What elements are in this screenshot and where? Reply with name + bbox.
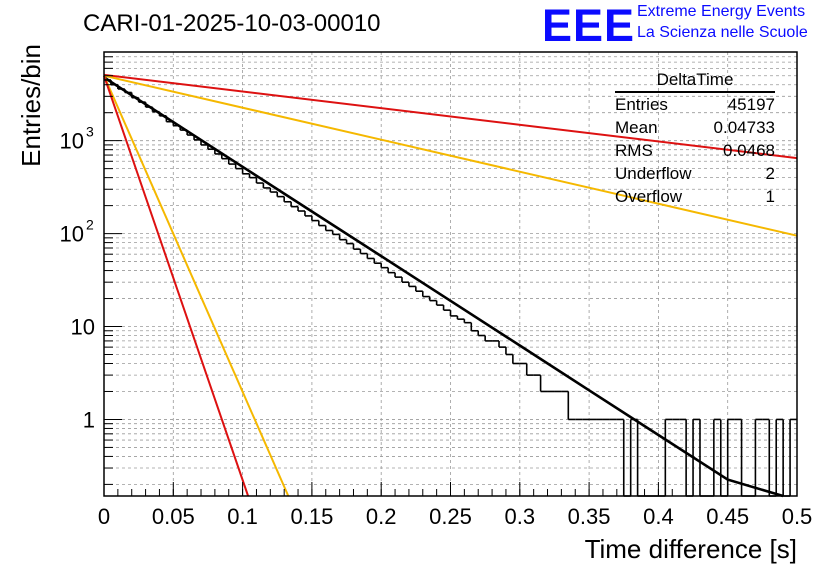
x-axis-title: Time difference [s] [585, 534, 797, 564]
x-tick-label: 0.35 [568, 504, 611, 529]
curve-fast-orange [103, 75, 290, 497]
x-tick-label: 0.3 [505, 504, 536, 529]
y-axis-title: Entries/bin [16, 44, 46, 167]
histogram [104, 79, 797, 497]
y-tick-exponent: 2 [86, 217, 94, 233]
eee-logo: EEE [542, 0, 636, 51]
stats-label: Mean [615, 118, 658, 137]
y-tick-exponent: 3 [86, 124, 94, 140]
x-tick-label: 0.45 [706, 504, 749, 529]
x-tick-label: 0.05 [152, 504, 195, 529]
x-tick-label: 0.1 [227, 504, 258, 529]
x-tick-label: 0 [98, 504, 110, 529]
logo-subtitle-1: Extreme Energy Events [637, 3, 806, 20]
curve-slow-red [103, 73, 798, 160]
stats-label: Entries [615, 95, 668, 114]
stats-value: 2 [765, 164, 775, 183]
stats-row: Entries 45197 [615, 93, 775, 116]
x-tick-label: 0.15 [290, 504, 333, 529]
stats-row: Overflow 1 [615, 185, 775, 208]
tick-marks [103, 51, 798, 496]
x-tick-label: 0.4 [643, 504, 674, 529]
curve-fit [103, 76, 784, 498]
page-title: CARI-01-2025-10-03-00010 [83, 10, 381, 37]
stats-value: 45197 [727, 95, 775, 114]
x-tick-label: 0.5 [782, 504, 813, 529]
stats-value: 0.0468 [723, 141, 775, 160]
stats-row: Mean 0.04733 [615, 116, 775, 139]
plot-frame [103, 51, 798, 497]
stats-row: Underflow 2 [615, 162, 775, 185]
stats-row: RMS 0.0468 [615, 139, 775, 162]
logo-subtitle-2: La Scienza nelle Scuole [637, 24, 808, 41]
stats-value: 0.04733 [713, 118, 775, 137]
y-tick-label: 1 [83, 407, 95, 432]
y-tick-label: 10 [60, 129, 84, 154]
stats-label: Underflow [615, 164, 692, 183]
fit-curves [103, 73, 798, 498]
curve-slow-orange [103, 74, 798, 237]
axis-labels: 0 0.05 0.1 0.15 0.2 0.25 0.3 0.35 0.4 0.45 0.5 1 10 1… [16, 44, 812, 564]
y-tick-label: 10 [60, 222, 84, 247]
stats-value: 1 [765, 187, 775, 206]
x-tick-label: 0.2 [366, 504, 397, 529]
curve-fast-red [103, 75, 250, 497]
stats-title: DeltaTime [615, 70, 775, 93]
grid [104, 51, 797, 496]
stats-box: DeltaTime Entries 45197 Mean 0.04733 RMS 0.… [615, 70, 775, 208]
x-tick-label: 0.25 [429, 504, 472, 529]
stats-label: RMS [615, 141, 653, 160]
stats-label: Overflow [615, 187, 683, 206]
y-tick-label: 10 [71, 315, 95, 340]
